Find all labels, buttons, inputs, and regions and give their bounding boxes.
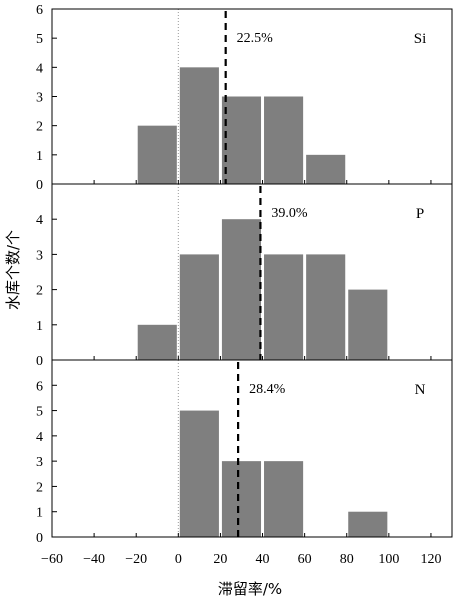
y-tick-label: 4	[36, 430, 43, 445]
x-tick-label: 20	[213, 552, 227, 567]
panel-n: 28.4% N 0 1 2 3 4 5 6	[36, 359, 453, 546]
histogram-bar	[306, 254, 346, 360]
panel-label: P	[416, 206, 424, 222]
y-tick-label: 2	[36, 284, 43, 299]
panel-p: 39.0% P 0 1 2 3 4	[36, 183, 453, 369]
y-tick-label: 0	[36, 178, 43, 193]
y-tick-label: 3	[36, 455, 43, 470]
y-tick-label: 1	[36, 149, 43, 164]
histogram-bar	[221, 96, 262, 184]
histogram-bar	[179, 410, 219, 537]
panel-si: 22.5% Si 0 1 2 3 4 5 6	[36, 3, 453, 193]
x-tick-label: 40	[256, 552, 270, 567]
x-tick-label: −40	[83, 552, 105, 567]
histogram-bar	[179, 254, 219, 360]
histogram-bar	[348, 289, 388, 360]
histogram-bar	[264, 96, 304, 184]
mean-value-label: 39.0%	[271, 206, 308, 221]
x-tick-label: 120	[420, 552, 441, 567]
y-tick-label: 4	[36, 213, 43, 228]
y-tick-label: 6	[36, 3, 43, 18]
y-tick-label: 5	[36, 32, 43, 47]
y-tick-label: 2	[36, 480, 43, 495]
y-tick-label: 3	[36, 91, 43, 106]
histogram-bar	[179, 67, 219, 184]
y-tick-label: 1	[36, 319, 43, 334]
y-axis-title: 水库个数/个	[4, 230, 22, 310]
panel-label: N	[415, 382, 426, 398]
y-tick-label: 5	[36, 405, 43, 420]
panel-frame	[51, 359, 453, 538]
y-tick-label: 0	[36, 531, 43, 546]
mean-value-label: 28.4%	[249, 382, 286, 397]
x-tick-label: 100	[378, 552, 399, 567]
y-tick-label: 3	[36, 248, 43, 263]
histogram-bar	[137, 324, 177, 360]
histogram-bar	[221, 461, 262, 537]
x-tick-label: −60	[41, 552, 63, 567]
x-tick-label: 80	[340, 552, 354, 567]
x-tick-label: 0	[175, 552, 182, 567]
histogram-bar	[264, 254, 304, 360]
x-axis-title: 滞留率/%	[218, 580, 282, 598]
y-tick-label: 0	[36, 354, 43, 369]
histogram-bar	[137, 125, 177, 184]
histogram-bar	[264, 461, 304, 537]
panel-label: Si	[414, 31, 427, 47]
y-tick-label: 1	[36, 506, 43, 521]
y-tick-label: 2	[36, 120, 43, 135]
x-tick-label: −20	[125, 552, 147, 567]
histogram-bar	[306, 154, 346, 184]
mean-value-label: 22.5%	[237, 31, 274, 46]
y-tick-label: 6	[36, 379, 43, 394]
x-tick-label: 60	[298, 552, 312, 567]
histogram-bar	[348, 511, 388, 537]
histogram-bar	[221, 219, 262, 360]
y-tick-label: 4	[36, 61, 43, 76]
x-axis: −60 −40 −20 0 20 40 60 80 100 120	[41, 552, 441, 567]
